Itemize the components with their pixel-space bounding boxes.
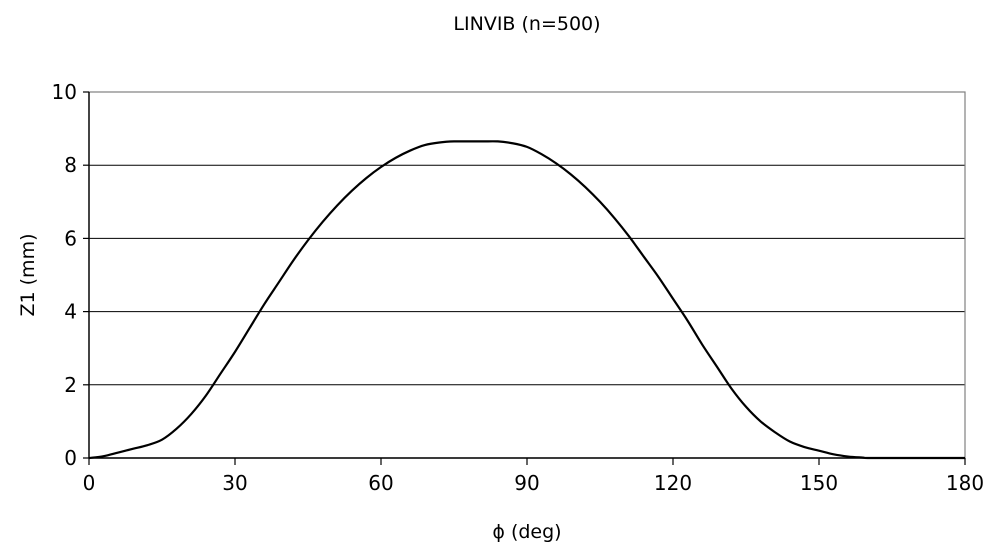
y-tick-label: 10 xyxy=(52,80,77,104)
x-tick-label: 120 xyxy=(654,471,692,495)
x-tick-label: 0 xyxy=(83,471,96,495)
y-tick-label: 6 xyxy=(64,226,77,250)
x-axis-ticks: 0 30 60 90 120 150 180 xyxy=(83,458,984,495)
x-tick-label: 90 xyxy=(514,471,539,495)
y-tick-label: 8 xyxy=(64,153,77,177)
y-axis-ticks: 0 2 4 6 8 10 xyxy=(52,80,89,470)
y-tick-label: 0 xyxy=(64,446,77,470)
series-line xyxy=(88,140,965,460)
x-tick-label: 60 xyxy=(368,471,393,495)
x-tick-label: 180 xyxy=(946,471,984,495)
gridlines xyxy=(89,164,965,386)
x-tick-label: 30 xyxy=(222,471,247,495)
y-tick-label: 4 xyxy=(64,300,77,324)
y-axis-title: Z1 (mm) xyxy=(17,234,39,317)
y-tick-label: 2 xyxy=(64,373,77,397)
x-tick-label: 150 xyxy=(800,471,838,495)
chart-title: LINVIB (n=500) xyxy=(453,13,600,35)
x-axis-title: ϕ (deg) xyxy=(492,521,561,543)
